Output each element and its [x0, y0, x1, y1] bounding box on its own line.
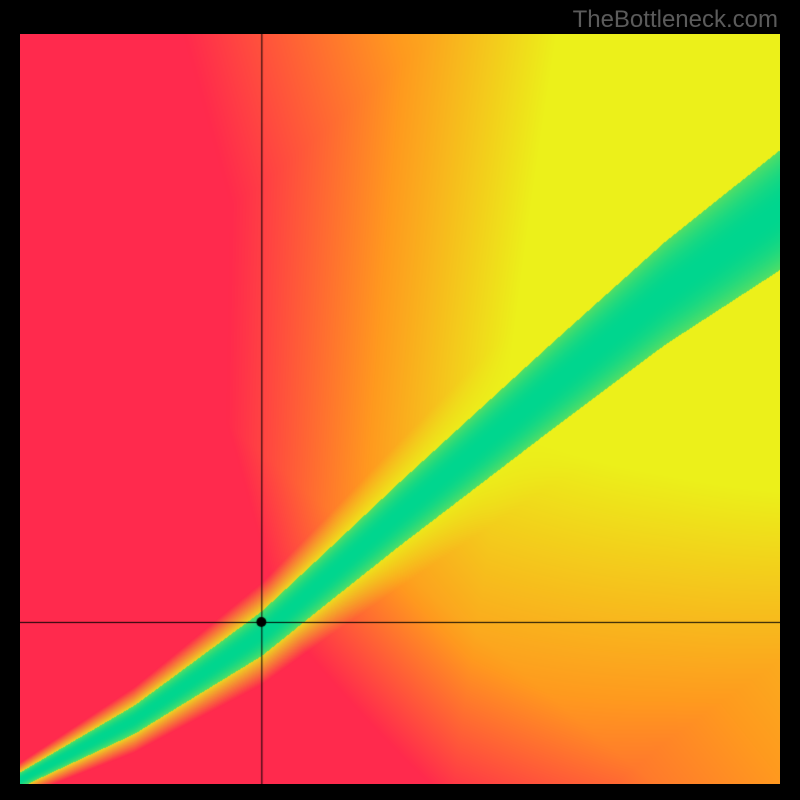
watermark-text: TheBottleneck.com: [573, 6, 778, 34]
bottleneck-heatmap: [20, 34, 780, 784]
